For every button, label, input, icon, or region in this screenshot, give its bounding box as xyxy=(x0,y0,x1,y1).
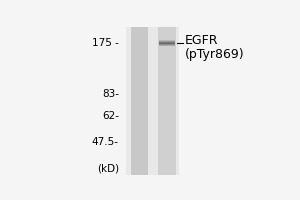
Text: (kD): (kD) xyxy=(97,164,119,174)
Text: 175 -: 175 - xyxy=(92,38,119,48)
Bar xyxy=(159,40,175,41)
Bar xyxy=(159,40,175,41)
Bar xyxy=(159,45,175,46)
Bar xyxy=(159,41,175,42)
Bar xyxy=(126,27,179,175)
Bar xyxy=(159,44,175,45)
Text: 83-: 83- xyxy=(102,89,119,99)
Text: 47.5-: 47.5- xyxy=(92,137,119,147)
Text: (pTyr869): (pTyr869) xyxy=(185,48,245,61)
Text: 62-: 62- xyxy=(102,111,119,121)
Bar xyxy=(159,44,175,45)
Text: EGFR: EGFR xyxy=(185,34,219,47)
Bar xyxy=(159,42,175,43)
Bar xyxy=(159,45,175,46)
Bar xyxy=(159,43,175,44)
Bar xyxy=(130,27,148,175)
Bar xyxy=(158,27,176,175)
Bar xyxy=(159,43,175,44)
